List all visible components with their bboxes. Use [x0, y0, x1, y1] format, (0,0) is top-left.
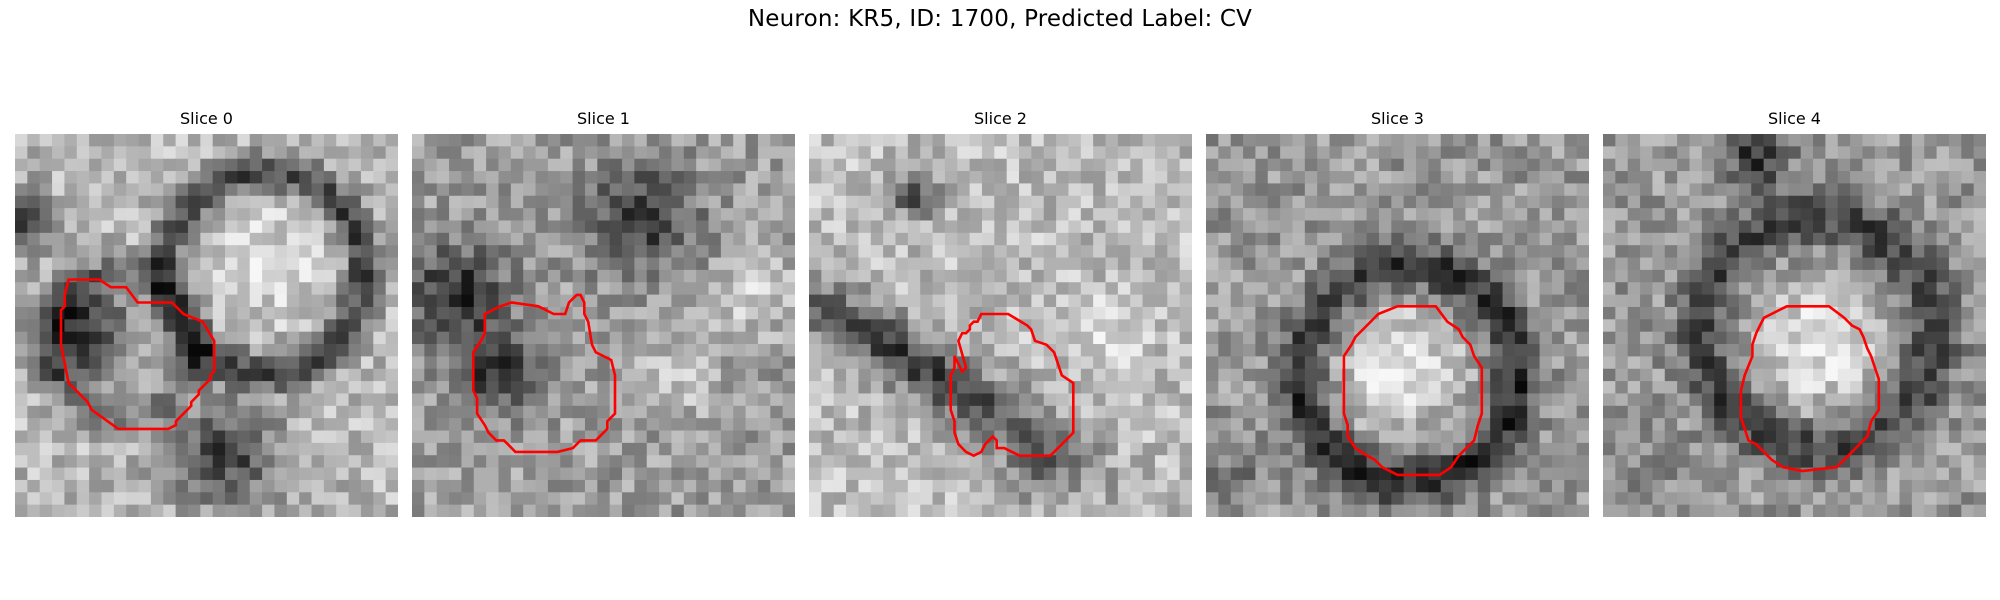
slice-panel-2: Slice 2 — [809, 108, 1192, 517]
slice-image-3 — [1206, 134, 1589, 517]
slice-image-1 — [412, 134, 795, 517]
slice-image-2 — [809, 134, 1192, 517]
slice-panel-0: Slice 0 — [15, 108, 398, 517]
slice-title: Slice 1 — [577, 109, 630, 128]
pixel-grid — [1206, 134, 1589, 517]
slice-title: Slice 2 — [974, 109, 1027, 128]
pixel-grid — [1603, 134, 1986, 517]
slice-title: Slice 0 — [180, 109, 233, 128]
slice-panel-4: Slice 4 — [1603, 108, 1986, 517]
roi-contour — [1342, 305, 1484, 477]
roi-contour — [471, 293, 617, 454]
slice-image-0 — [15, 134, 398, 517]
pixel-grid — [809, 134, 1192, 517]
slice-title: Slice 3 — [1371, 109, 1424, 128]
roi-contour — [59, 278, 216, 431]
slice-panel-1: Slice 1 — [412, 108, 795, 517]
pixel-grid — [412, 134, 795, 517]
roi-contour — [949, 312, 1075, 458]
pixel-grid — [15, 134, 398, 517]
figure-title: Neuron: KR5, ID: 1700, Predicted Label: … — [747, 6, 1253, 32]
slice-panel-3: Slice 3 — [1206, 108, 1589, 517]
slice-title: Slice 4 — [1768, 109, 1821, 128]
slice-image-4 — [1603, 134, 1986, 517]
roi-contour — [1739, 305, 1881, 473]
